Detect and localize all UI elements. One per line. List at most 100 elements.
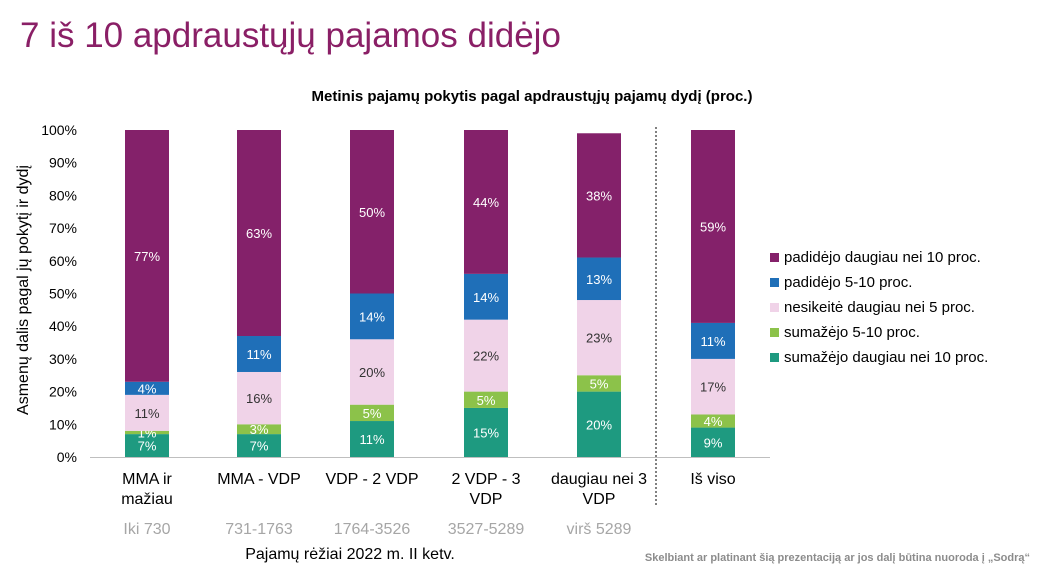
data-label: 17%	[700, 380, 726, 395]
y-tick-label: 80%	[49, 187, 77, 203]
y-tick-label: 10%	[49, 416, 77, 432]
y-axis-label: Asmenų dalis pagal jų pokytį ir dydį	[15, 165, 32, 415]
x-category-label: VDP	[470, 491, 503, 508]
bar-segment	[350, 404, 394, 422]
legend-swatch	[770, 253, 779, 262]
data-label: 4%	[138, 381, 157, 396]
bar-segment	[691, 130, 735, 323]
legend-label: padidėjo daugiau nei 10 proc.	[784, 249, 981, 266]
data-label: 20%	[586, 417, 612, 432]
legend-label: padidėjo 5-10 proc.	[784, 274, 912, 291]
x-range-label: virš 5289	[567, 521, 632, 538]
bar-segment	[125, 394, 169, 431]
bar-segment	[350, 421, 394, 457]
legend-swatch	[770, 353, 779, 362]
bar-segment	[464, 273, 508, 320]
data-label: 7%	[138, 439, 157, 454]
bar-segment	[577, 257, 621, 301]
bar-segment	[125, 130, 169, 382]
data-label: 5%	[477, 393, 496, 408]
bar-segment	[125, 434, 169, 457]
data-label: 9%	[704, 435, 723, 450]
y-tick-label: 50%	[49, 286, 77, 302]
legend: padidėjo daugiau nei 10 proc. padidėjo 5-…	[770, 249, 988, 366]
y-tick-label: 100%	[41, 122, 77, 138]
x-range-label: 1764-3526	[334, 521, 411, 538]
data-label: 20%	[359, 365, 385, 380]
x-axis-labels: MMA ir mažiau Iki 730 MMA - VDP 731-1763 VDP …	[121, 471, 736, 538]
bar-segment	[464, 130, 508, 274]
legend-swatch	[770, 278, 779, 287]
bar-segment	[237, 434, 281, 457]
data-label: 15%	[473, 425, 499, 440]
bar-segment	[125, 381, 169, 395]
data-label: 44%	[473, 195, 499, 210]
data-label: 7%	[250, 439, 269, 454]
x-category-label: mažiau	[121, 491, 173, 508]
legend-swatch	[770, 328, 779, 337]
y-axis-ticks: 0% 10% 20% 30% 40% 50% 60% 70% 80% 90% 100%	[41, 122, 77, 465]
data-label: 50%	[359, 205, 385, 220]
y-tick-label: 40%	[49, 318, 77, 334]
y-tick-label: 0%	[57, 449, 77, 465]
data-label: 77%	[134, 249, 160, 264]
data-label: 23%	[586, 331, 612, 346]
slide-title: 7 iš 10 apdraustųjų pajamos didėjo	[20, 16, 561, 55]
legend-label: nesikeitė daugiau nei 5 proc.	[784, 299, 975, 316]
data-label: 13%	[586, 272, 612, 287]
footer-note: Skelbiant ar platinant šią prezentaciją …	[644, 552, 1030, 564]
x-category-label: VDP - 2 VDP	[325, 471, 418, 488]
data-label: 11%	[700, 334, 725, 349]
x-category-label: Iš viso	[690, 471, 735, 488]
bar-segment	[577, 375, 621, 392]
x-category-label: 2 VDP - 3	[451, 471, 520, 488]
y-tick-label: 30%	[49, 351, 77, 367]
data-label: 11%	[134, 406, 159, 421]
x-category-label: MMA ir	[122, 471, 172, 488]
x-range-label: Iki 730	[123, 521, 170, 538]
bar-segment	[577, 133, 621, 258]
bar-segment	[691, 427, 735, 457]
x-category-label: daugiau nei 3	[551, 471, 647, 488]
y-tick-label: 70%	[49, 220, 77, 236]
data-label: 14%	[359, 309, 385, 324]
data-label: 63%	[246, 226, 272, 241]
data-label: 5%	[363, 406, 382, 421]
x-range-label: 3527-5289	[448, 521, 525, 538]
data-label: 14%	[473, 290, 499, 305]
y-tick-label: 20%	[49, 384, 77, 400]
bar-segment	[237, 424, 281, 435]
legend-label: sumažėjo daugiau nei 10 proc.	[784, 349, 988, 366]
bar-segment	[237, 336, 281, 372]
bar-segment	[464, 391, 508, 408]
bar-segment	[237, 371, 281, 425]
data-label: 38%	[586, 188, 612, 203]
bar-segment	[691, 414, 735, 428]
bar-segment	[577, 300, 621, 376]
data-label: 5%	[590, 376, 609, 391]
x-axis-title: Pajamų rėžiai 2022 m. II ketv.	[245, 546, 455, 563]
y-tick-label: 60%	[49, 253, 77, 269]
legend-label: sumažėjo 5-10 proc.	[784, 324, 920, 341]
data-label: 3%	[250, 422, 269, 437]
bar-segment	[350, 339, 394, 405]
x-category-label: MMA - VDP	[217, 471, 301, 488]
bar-segment	[125, 430, 169, 435]
bar-segment	[237, 130, 281, 337]
bar-segment	[577, 391, 621, 457]
data-label: 16%	[246, 391, 272, 406]
data-label: 4%	[704, 414, 723, 429]
y-tick-label: 90%	[49, 155, 77, 171]
x-range-label: 731-1763	[225, 521, 293, 538]
data-label: 11%	[246, 347, 271, 362]
bar-segment	[464, 319, 508, 392]
chart-title: Metinis pajamų pokytis pagal apdraustųjų…	[312, 88, 753, 105]
data-label: 22%	[473, 349, 499, 364]
data-label: 59%	[700, 219, 726, 234]
x-category-label: VDP	[583, 491, 616, 508]
bars-group: 7%1%11%4%77%7%3%16%11%63%11%5%20%14%50%1…	[90, 127, 770, 505]
bar-segment	[691, 358, 735, 415]
data-label: 11%	[359, 432, 384, 447]
bar-segment	[350, 293, 394, 340]
